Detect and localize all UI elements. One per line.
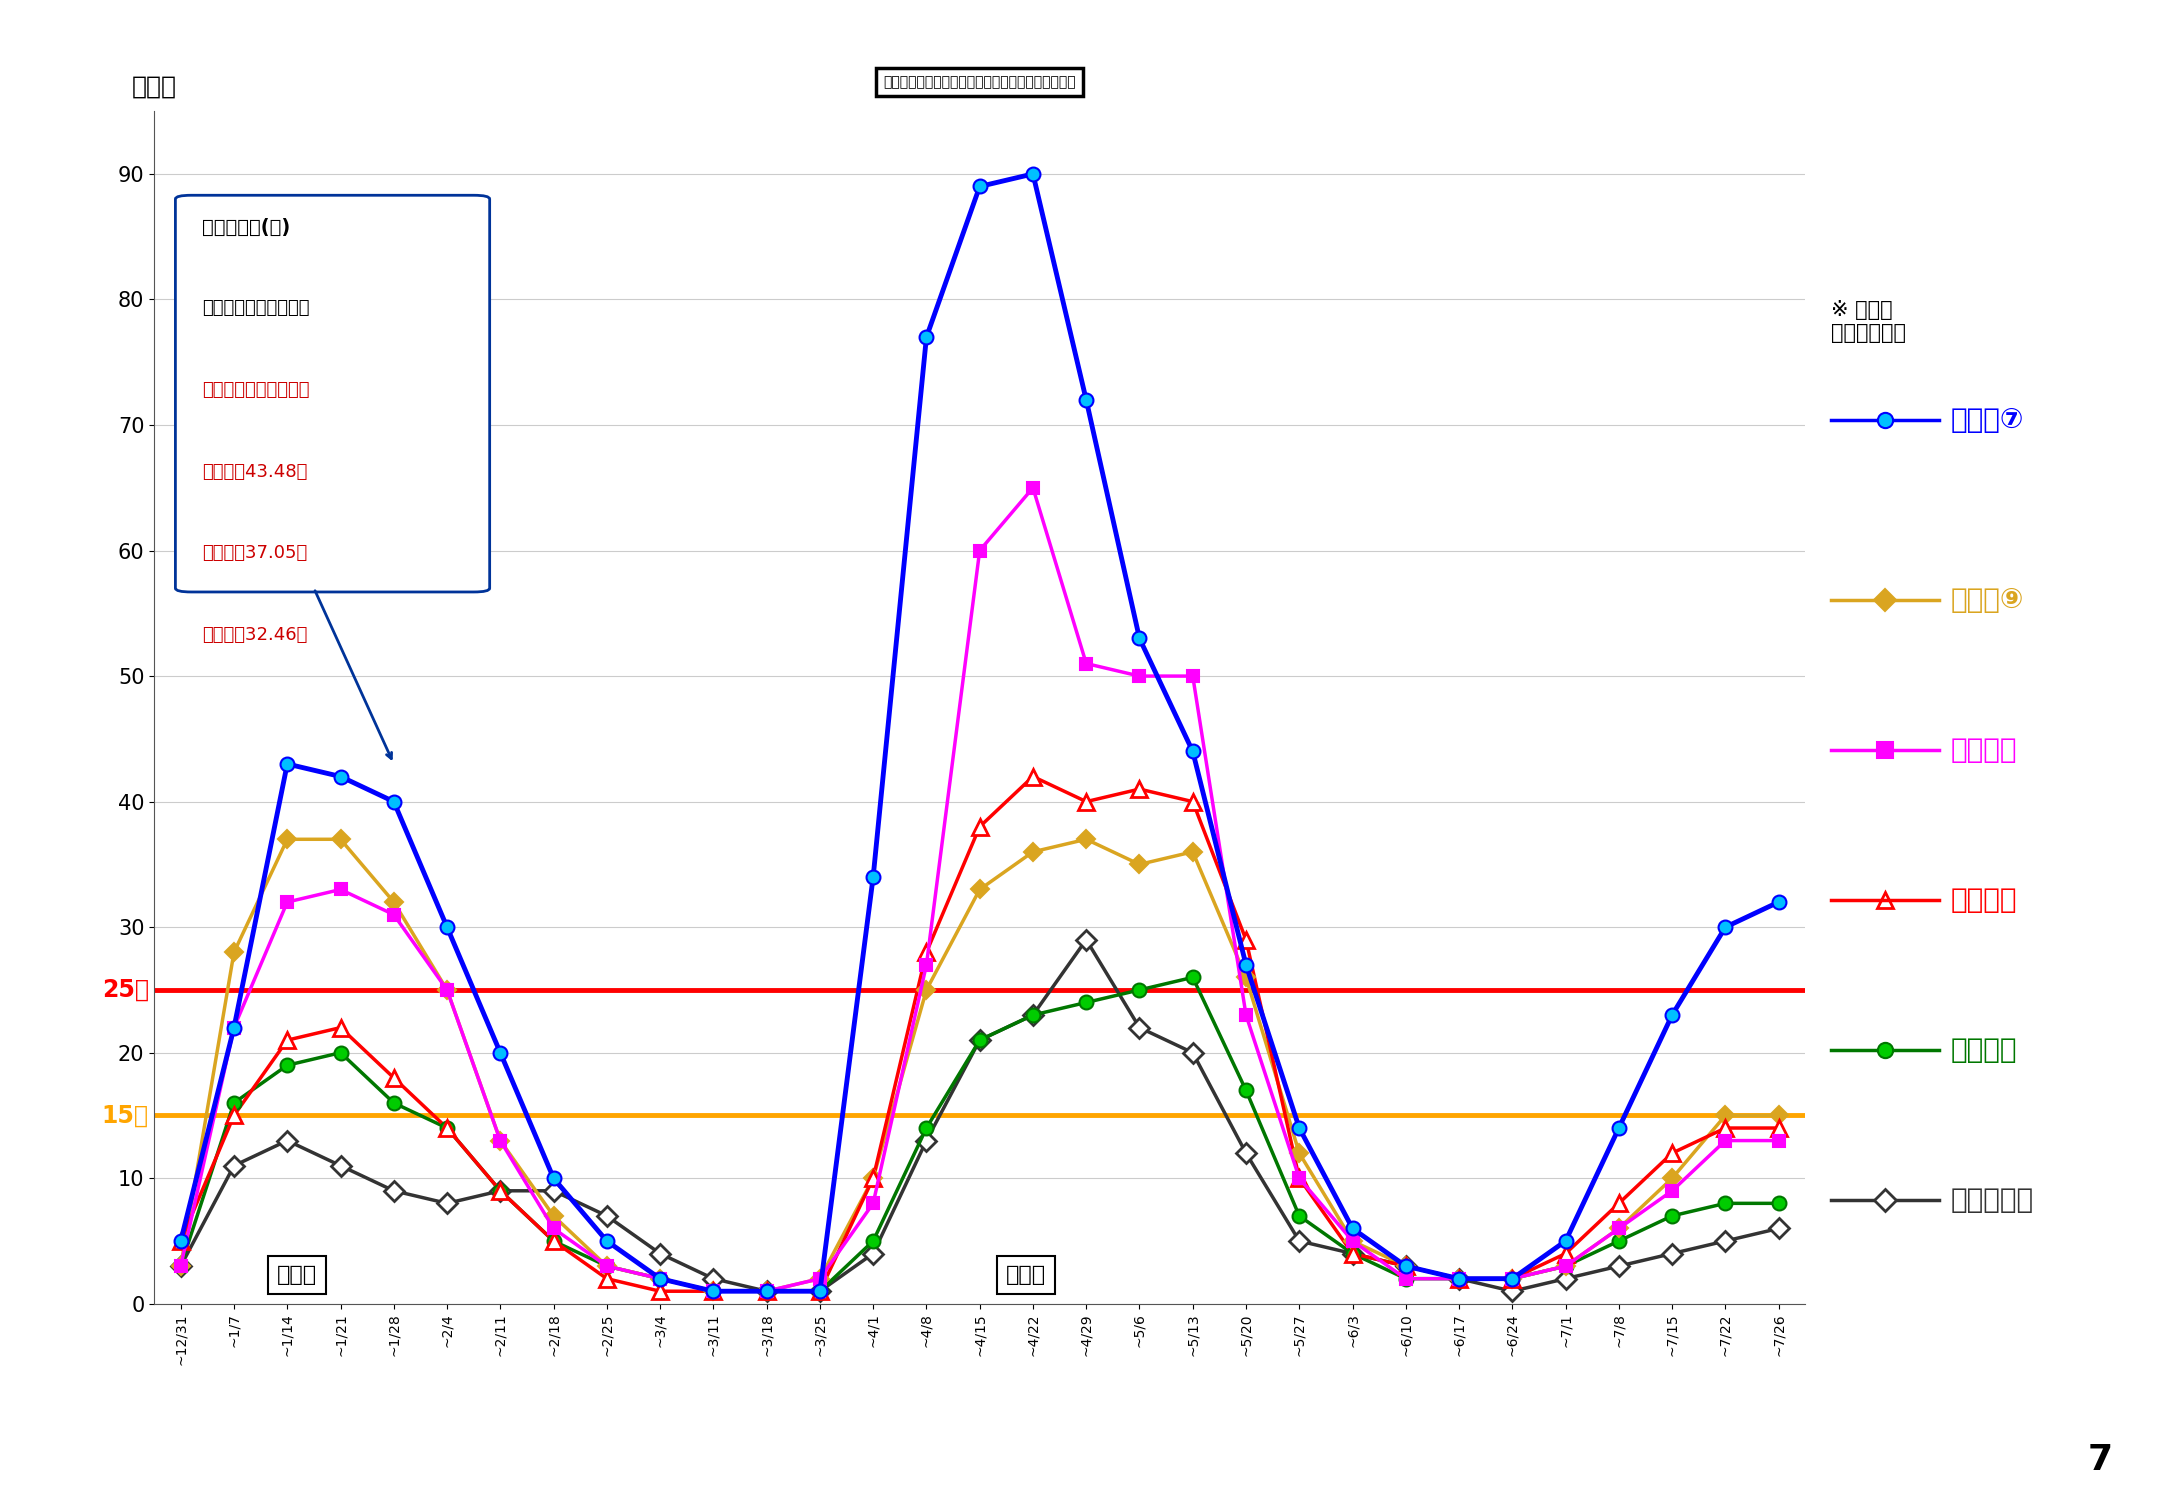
Text: 大阪・兵庫・京都への: 大阪・兵庫・京都への <box>202 300 310 318</box>
Text: 和歌山県㉘: 和歌山県㉘ <box>1950 1186 2033 1214</box>
Text: 25人: 25人 <box>102 978 150 1002</box>
Text: 15人: 15人 <box>102 1104 150 1128</box>
Text: 7: 7 <box>2087 1443 2113 1478</box>
Text: ※ 丸数字
：全国の順位: ※ 丸数字 ：全国の順位 <box>1831 300 1907 344</box>
Text: （人）: （人） <box>132 75 176 99</box>
Text: 緊急事態宣言の発出時: 緊急事態宣言の発出時 <box>202 381 310 399</box>
Text: 兵庫県：32.46人: 兵庫県：32.46人 <box>202 626 308 644</box>
Text: 奈良県⑯: 奈良県⑯ <box>1950 886 2017 914</box>
Text: １月１３日(水): １月１３日(水) <box>202 217 290 237</box>
Text: 京都府⑨: 京都府⑨ <box>1950 586 2024 613</box>
Title: 直近１週間の人口１０万人当たりの陽性者数の推移: 直近１週間の人口１０万人当たりの陽性者数の推移 <box>884 75 1077 88</box>
Text: 兵庫県⑫: 兵庫県⑫ <box>1950 736 2017 764</box>
Text: 大阪府：43.48人: 大阪府：43.48人 <box>202 462 308 480</box>
FancyBboxPatch shape <box>176 195 490 592</box>
Text: 大阪府⑦: 大阪府⑦ <box>1950 406 2024 433</box>
Text: 京都府：37.05人: 京都府：37.05人 <box>202 544 308 562</box>
Text: 滋賀県㉖: 滋賀県㉖ <box>1950 1036 2017 1064</box>
Text: 第４波: 第４波 <box>1005 1264 1047 1286</box>
Text: 第３波: 第３波 <box>277 1264 316 1286</box>
